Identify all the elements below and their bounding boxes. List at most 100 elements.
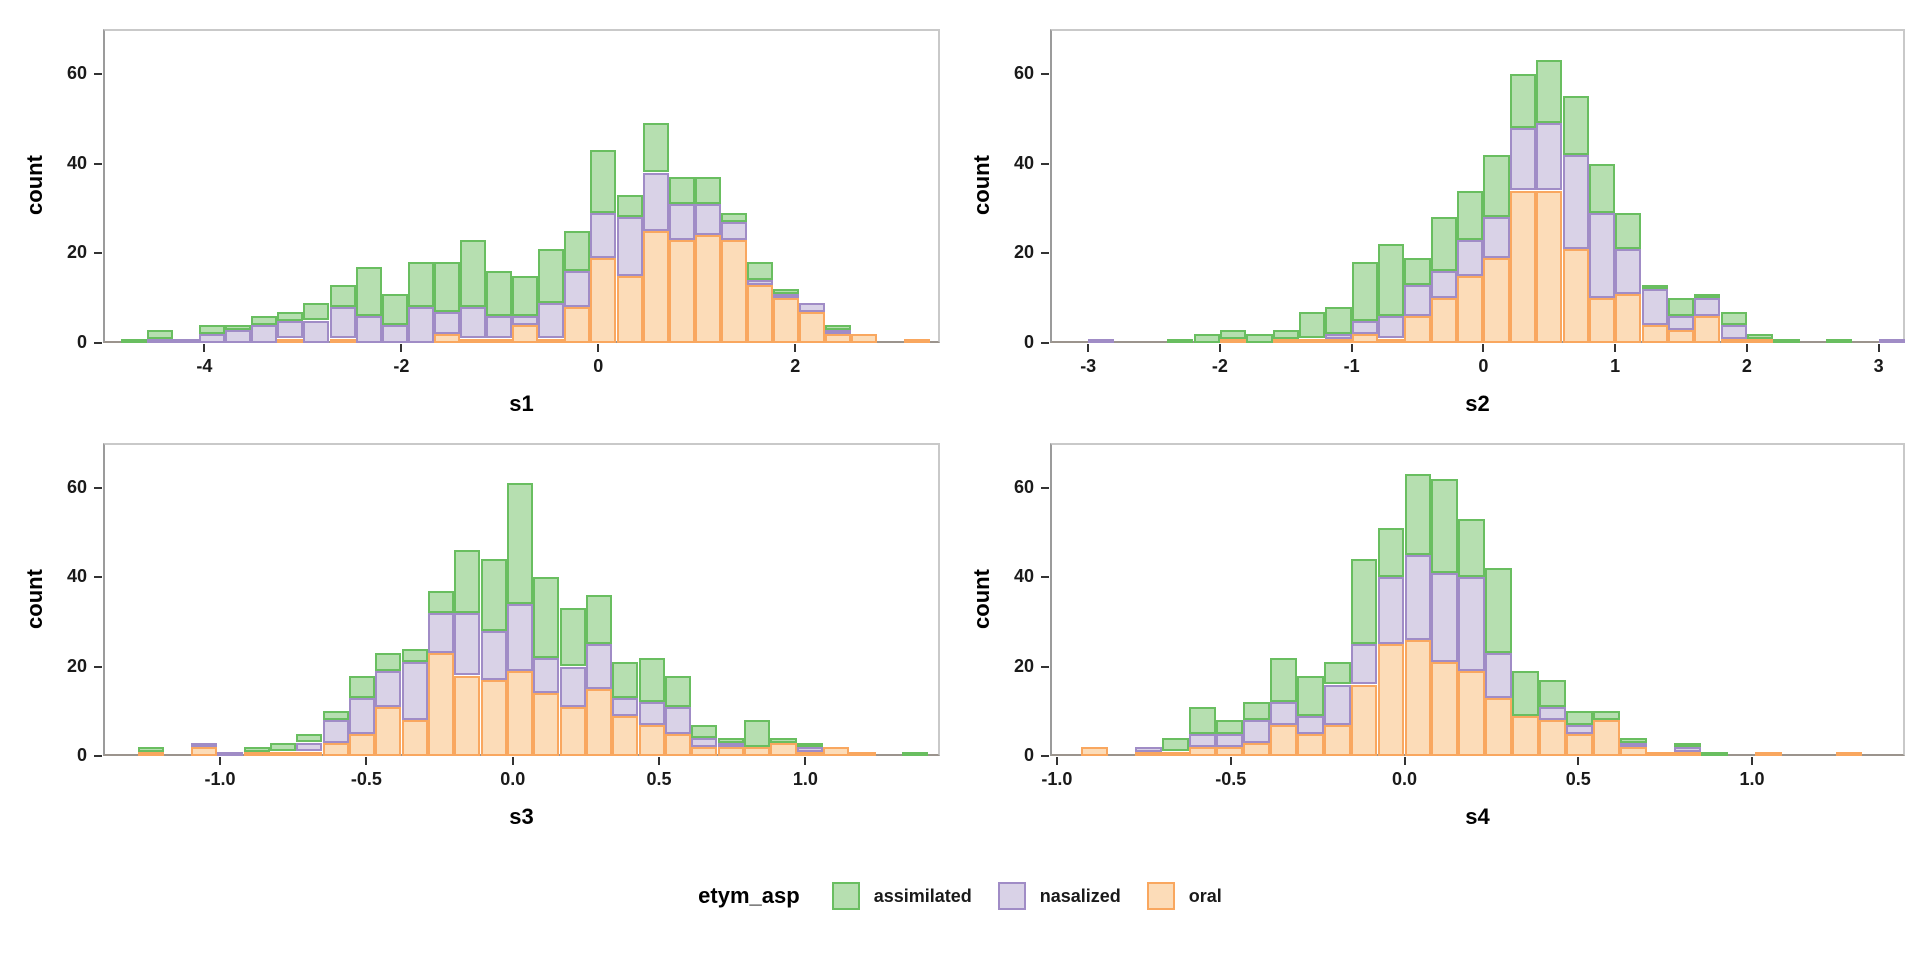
bar-segment-assimilated <box>1720 311 1747 326</box>
y-tick-mark <box>1041 72 1049 75</box>
y-tick-mark <box>94 665 102 668</box>
bar-segment-nasalized <box>1377 577 1405 645</box>
bar-segment-oral <box>851 334 878 343</box>
bar-segment-nasalized <box>375 671 402 707</box>
bar-segment-assimilated <box>720 212 747 222</box>
bar-segment-oral <box>1646 751 1674 756</box>
bar-segment-assimilated <box>269 742 297 752</box>
x-tick-mark <box>1877 344 1880 352</box>
bar-segment-nasalized <box>1269 702 1297 725</box>
x-tick-mark <box>219 757 222 765</box>
legend-title: etym_asp <box>698 883 800 908</box>
bar-segment-oral <box>1296 733 1324 756</box>
bar-segment-nasalized <box>691 738 718 747</box>
bar-segment-assimilated <box>225 325 252 330</box>
bar-segment-nasalized <box>1536 123 1563 191</box>
bar-segment-oral <box>559 706 586 756</box>
bar-segment-nasalized <box>1296 715 1324 734</box>
bar-segment-assimilated <box>348 675 376 698</box>
bar-segment-nasalized <box>1378 316 1405 339</box>
bar-segment-oral <box>1754 751 1782 756</box>
y-tick-label: 0 <box>1023 332 1034 352</box>
bar-segment-nasalized <box>585 644 613 689</box>
x-tick-label: 2 <box>1741 356 1752 376</box>
bar-segment-assimilated <box>138 747 165 752</box>
bar-segment-nasalized <box>1431 572 1459 663</box>
bar-segment-oral <box>1512 715 1540 756</box>
x-tick-mark <box>1055 757 1058 765</box>
x-tick-mark <box>597 344 600 352</box>
x-tick-label: 2 <box>790 356 801 376</box>
bar-segment-oral <box>1162 751 1189 756</box>
bar-segment-assimilated <box>533 577 560 658</box>
bar-segment-oral <box>1620 747 1647 756</box>
bar-segment-oral <box>590 257 617 343</box>
bar-segment-assimilated <box>329 284 356 308</box>
legend-swatch-nasalized <box>997 882 1026 910</box>
bar-segment-assimilated <box>902 751 929 756</box>
bar-segment-assimilated <box>1193 334 1220 343</box>
bar-segment-assimilated <box>1430 217 1457 272</box>
x-tick-mark <box>1403 757 1406 765</box>
bar-segment-assimilated <box>1536 60 1563 124</box>
bar-segment-nasalized <box>668 203 695 240</box>
bar-segment-assimilated <box>668 177 695 204</box>
bar-segment-assimilated <box>506 483 534 604</box>
bar-segment-oral <box>1081 747 1109 756</box>
bar-segment-oral <box>1219 338 1247 343</box>
bar-segment-nasalized <box>1216 733 1243 747</box>
bar-segment-assimilated <box>538 248 565 303</box>
bar-segment-assimilated <box>407 262 434 308</box>
bar-segment-nasalized <box>172 338 199 343</box>
x-axis-title-s4: s4 <box>1465 804 1490 829</box>
y-tick-label: 60 <box>66 476 87 497</box>
bar-segment-assimilated <box>199 325 226 335</box>
bar-segment-nasalized <box>616 217 643 276</box>
bar-segment-oral <box>585 688 613 756</box>
x-tick-label: -2 <box>393 356 410 376</box>
y-tick-label: 20 <box>66 655 87 676</box>
bar-segment-nasalized <box>533 657 560 694</box>
bar-segment-oral <box>822 747 850 756</box>
bar-segment-nasalized <box>225 329 252 343</box>
bar-segment-oral <box>433 334 460 343</box>
y-tick-label: 40 <box>1013 566 1034 587</box>
bar-segment-assimilated <box>1299 311 1326 339</box>
legend-label-nasalized: nasalized <box>1039 885 1121 906</box>
y-tick-label: 60 <box>1013 62 1034 83</box>
bar-segment-assimilated <box>1673 742 1701 748</box>
bar-segment-assimilated <box>825 325 852 330</box>
bar-segment-nasalized <box>1404 284 1431 317</box>
bar-segment-oral <box>454 675 481 756</box>
bar-segment-nasalized <box>1588 212 1616 299</box>
bar-segment-assimilated <box>1826 338 1853 343</box>
bar-segment-nasalized <box>538 302 565 339</box>
bar-segment-nasalized <box>348 697 376 734</box>
bar-segment-oral <box>1593 720 1620 756</box>
bar-segment-assimilated <box>1539 680 1567 707</box>
y-tick-mark <box>1041 342 1049 344</box>
bar-segment-nasalized <box>1323 684 1351 725</box>
bar-segment-assimilated <box>433 262 460 312</box>
bar-segment-oral <box>533 693 560 756</box>
bar-segment-assimilated <box>1377 528 1405 578</box>
bar-segment-nasalized <box>407 307 434 343</box>
bar-segment-nasalized <box>1509 127 1537 191</box>
bar-segment-nasalized <box>747 280 774 285</box>
x-tick-mark <box>203 344 206 352</box>
bar-segment-nasalized <box>1720 325 1747 339</box>
bar-segment-nasalized <box>664 706 692 734</box>
y-axis-title-count: count <box>22 568 47 629</box>
bar-segment-oral <box>296 751 323 756</box>
bar-segment-assimilated <box>401 648 428 663</box>
y-tick-mark <box>94 72 102 75</box>
y-tick-mark <box>94 342 102 344</box>
bar-segment-oral <box>506 671 534 756</box>
bar-segment-assimilated <box>1509 73 1537 128</box>
x-axis-title-s1: s1 <box>509 391 534 416</box>
legend-item-nasalized: nasalized <box>997 882 1121 910</box>
y-tick-label: 0 <box>76 332 87 352</box>
bar-segment-nasalized <box>480 630 507 680</box>
bar-segment-oral <box>799 311 826 343</box>
bar-segment-oral <box>1242 742 1270 756</box>
